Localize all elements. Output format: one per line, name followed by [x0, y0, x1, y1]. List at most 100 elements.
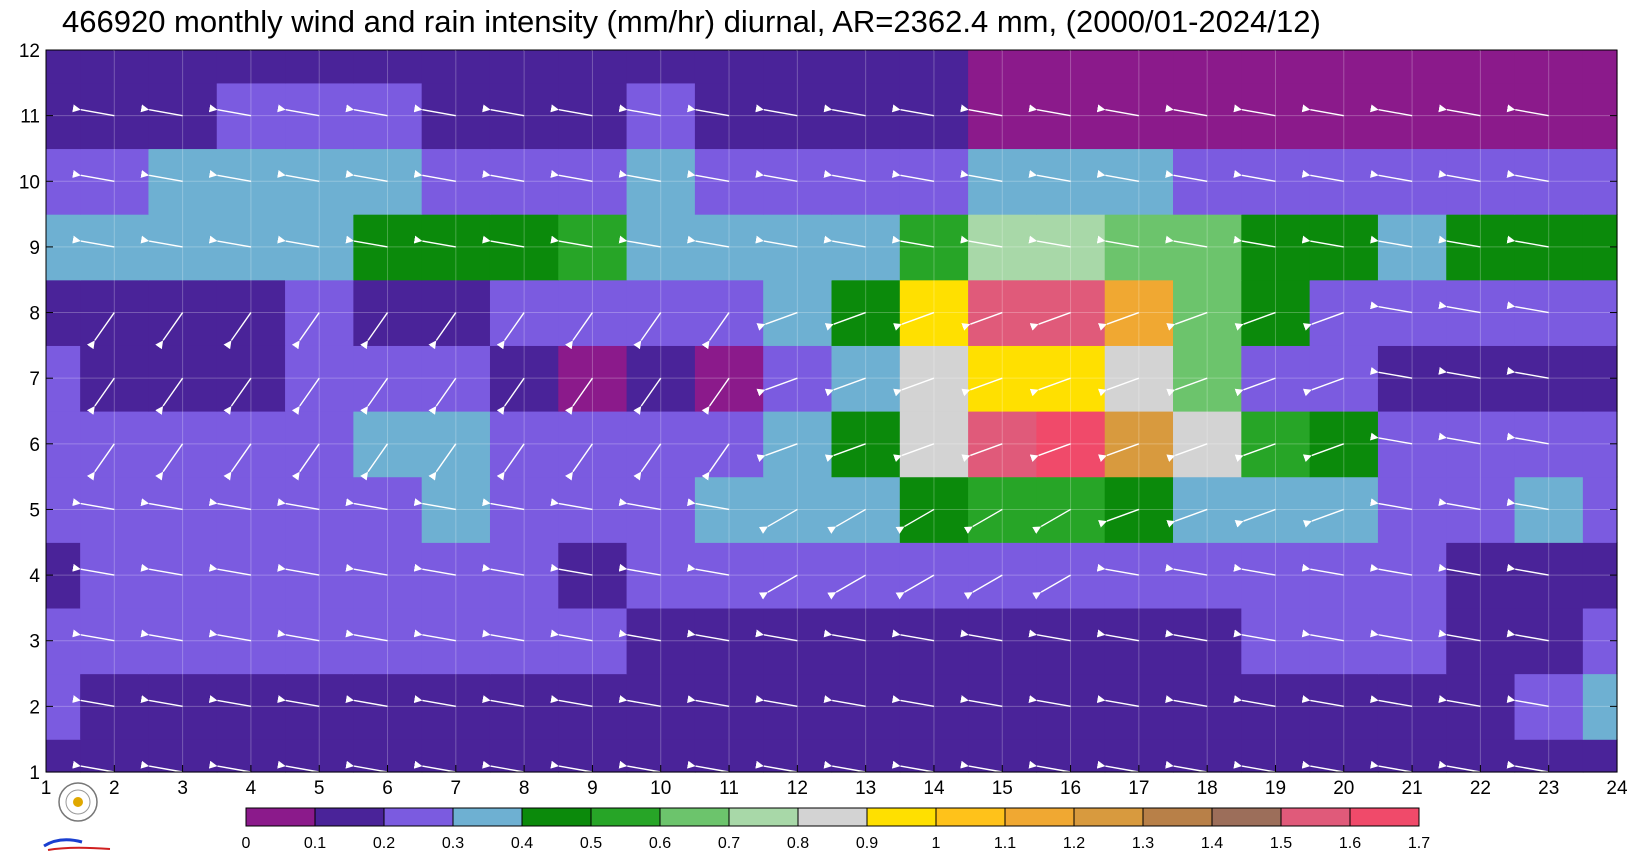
heatmap-cell [1377, 345, 1447, 412]
colorbar-swatch [728, 807, 799, 827]
heatmap-cell [899, 82, 969, 150]
wind-arrow [413, 498, 456, 511]
heatmap-cell [353, 607, 423, 675]
wind-arrow [893, 443, 935, 462]
wind-arrow [482, 629, 525, 642]
heatmap-cell [968, 607, 1038, 675]
wind-arrow [360, 312, 389, 350]
colorbar-swatch [452, 807, 523, 827]
heatmap-cell [763, 476, 833, 543]
wind-arrow [1233, 104, 1276, 117]
heatmap-cell [285, 50, 354, 84]
heatmap-cell [694, 82, 764, 150]
heatmap-cell [694, 148, 764, 215]
wind-arrow [618, 104, 661, 117]
heatmap-cell [626, 607, 696, 675]
heatmap-cell [1173, 673, 1242, 740]
y-tick-label: 1 [29, 763, 40, 784]
wind-arrow [1233, 38, 1276, 51]
y-tick-label: 6 [29, 435, 40, 456]
heatmap-cell [1377, 82, 1447, 150]
wind-arrow [1165, 38, 1208, 51]
wind-arrow [208, 38, 252, 51]
heatmap-cell [80, 476, 150, 543]
wind-arrow [1165, 104, 1208, 117]
wind-arrow [1438, 301, 1481, 314]
wind-arrow [824, 377, 866, 397]
wind-arrow [755, 235, 798, 248]
wind-arrow [1233, 563, 1276, 576]
heatmap-cell [216, 476, 286, 543]
heatmap-cell [968, 345, 1038, 412]
heatmap-cell [968, 673, 1038, 740]
colorbar-swatch [590, 807, 661, 827]
heatmap-cell [1582, 50, 1618, 84]
heatmap-cell [1446, 148, 1516, 215]
wind-arrow [360, 443, 389, 481]
wind-arrow [345, 235, 388, 248]
wind-arrow [1370, 104, 1413, 117]
heatmap-cell [626, 82, 696, 150]
wind-arrow [1028, 629, 1071, 642]
wind-arrow [1301, 695, 1344, 708]
heatmap-cell [1514, 411, 1584, 478]
wind-arrow [823, 170, 866, 182]
colorbar-swatch [1280, 807, 1351, 827]
heatmap-cell [1241, 50, 1311, 84]
colorbar-label: 1.4 [1201, 835, 1223, 852]
wind-arrow [1096, 563, 1139, 576]
heatmap-cell [968, 50, 1038, 84]
heatmap-cell [1446, 279, 1516, 346]
wind-arrow [961, 443, 1003, 462]
heatmap-cell [1309, 345, 1379, 412]
wind-arrow [86, 377, 115, 415]
heatmap-cell [1036, 50, 1106, 84]
wind-arrow [277, 629, 320, 642]
heatmap-cell [216, 214, 286, 281]
heatmap-cell [558, 542, 628, 609]
heatmap-cell [1104, 214, 1174, 281]
wind-arrow [1506, 235, 1549, 248]
heatmap-cell [763, 673, 833, 740]
x-tick-label: 19 [1265, 778, 1286, 799]
wind-arrow [1165, 760, 1208, 773]
colorbar-label: 0 [242, 835, 251, 852]
wind-arrow [1370, 301, 1413, 314]
wind-arrow [1032, 574, 1071, 600]
plot-frame [45, 49, 1618, 773]
wind-arrow [140, 38, 183, 51]
heatmap-cell [899, 148, 969, 215]
wind-arrow [155, 443, 184, 481]
heatmap-cell [1514, 476, 1584, 543]
wind-arrow [1098, 443, 1140, 462]
wind-arrow [482, 563, 525, 576]
y-tick-label: 3 [29, 632, 40, 653]
heatmap-cell [626, 542, 696, 609]
wind-arrow [893, 377, 935, 397]
wind-arrow [413, 760, 456, 773]
x-tick-label: 13 [855, 778, 876, 799]
heatmap-cell [46, 50, 81, 84]
wind-arrow [961, 377, 1003, 397]
wind-arrow [140, 695, 183, 708]
wind-arrow [1370, 38, 1413, 51]
heatmap-cell [968, 148, 1038, 215]
heatmap-cell [1514, 82, 1584, 150]
wind-arrow [3, 104, 47, 117]
heatmap-cell [968, 411, 1038, 478]
wind-arrow [72, 760, 115, 773]
colorbar-label: 0.2 [373, 835, 395, 852]
wind-arrow [755, 38, 798, 51]
heatmap-cell [1309, 542, 1379, 609]
heatmap-cell [1377, 673, 1447, 740]
wind-arrow [413, 104, 456, 117]
wind-arrow [72, 498, 115, 511]
wind-arrow [756, 443, 798, 462]
heatmap-cell [1514, 50, 1584, 84]
heatmap-cell [353, 50, 423, 84]
wind-arrow [1506, 432, 1549, 445]
wind-arrow [633, 377, 662, 415]
wind-arrow [277, 104, 320, 117]
heatmap-cell [80, 50, 150, 84]
wind-arrow [1370, 563, 1413, 576]
